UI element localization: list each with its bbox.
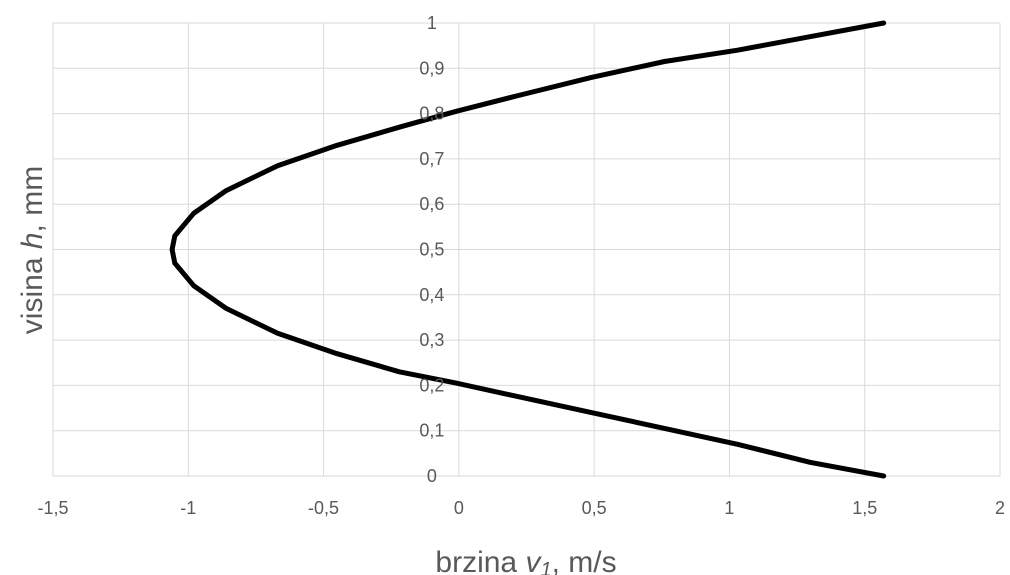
grid-layer (52, 22, 1001, 477)
y-tick-label: 0,5 (419, 240, 444, 260)
y-tick-label: 0 (427, 466, 437, 486)
x-tick-label: 0,5 (582, 498, 607, 518)
y-tick-label: 0,1 (419, 421, 444, 441)
x-tick-label: -1,5 (37, 498, 68, 518)
x-axis-title: brzina v1, m/s (435, 546, 616, 575)
x-tick-label: 2 (995, 498, 1005, 518)
series-line (169, 20, 887, 479)
y-tick-label: 0,9 (419, 58, 444, 78)
y-tick-label: 0,7 (419, 149, 444, 169)
x-tick-label: -0,5 (308, 498, 339, 518)
x-tick-label: 1 (724, 498, 734, 518)
y-tick-label: 1 (427, 13, 437, 33)
x-tick-label: -1 (180, 498, 196, 518)
y-axis-title: visina h, mm (16, 166, 49, 334)
y-tick-label: 0,2 (419, 375, 444, 395)
series-layer (169, 20, 887, 479)
tick-labels-layer: -1,5 -1 -0,5 0 0,5 1 1,5 2 0 0,1 0,2 0,3 0,4 0,5 0,6 0,… (37, 13, 1005, 518)
y-tick-label: 0,8 (419, 104, 444, 124)
x-tick-label: 1,5 (852, 498, 877, 518)
y-tick-label: 0,6 (419, 194, 444, 214)
y-tick-label: 0,4 (419, 285, 444, 305)
x-tick-label: 0 (454, 498, 464, 518)
y-tick-label: 0,3 (419, 330, 444, 350)
